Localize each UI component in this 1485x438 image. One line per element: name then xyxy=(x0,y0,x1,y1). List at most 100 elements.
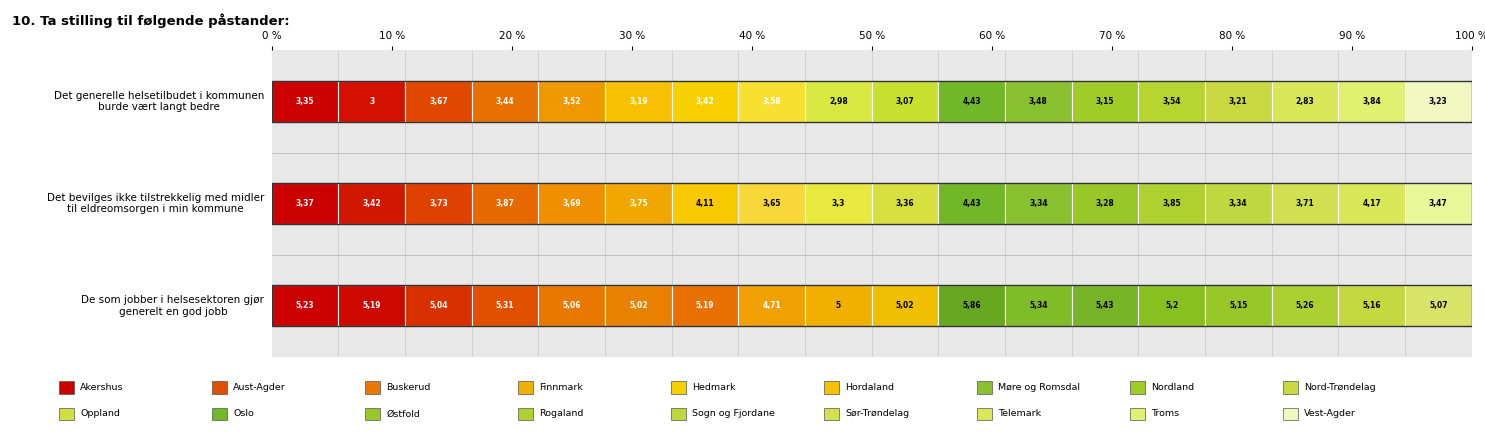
Text: 4,43: 4,43 xyxy=(962,199,982,208)
Text: 5: 5 xyxy=(836,301,841,311)
Bar xyxy=(1338,286,1405,326)
Text: 3,07: 3,07 xyxy=(895,97,915,106)
Text: 3,19: 3,19 xyxy=(630,97,647,106)
Text: 5,26: 5,26 xyxy=(1296,301,1314,311)
Bar xyxy=(405,81,472,122)
Text: Rogaland: Rogaland xyxy=(539,410,584,418)
Bar xyxy=(805,286,872,326)
Text: 5,16: 5,16 xyxy=(1362,301,1381,311)
Bar xyxy=(472,183,539,224)
Text: De som jobber i helsesektoren gjør
generelt en god jobb: De som jobber i helsesektoren gjør gener… xyxy=(82,295,264,317)
Text: 3,3: 3,3 xyxy=(832,199,845,208)
Text: Oslo: Oslo xyxy=(233,410,254,418)
Text: Nord-Trøndelag: Nord-Trøndelag xyxy=(1304,383,1375,392)
Text: 3,65: 3,65 xyxy=(762,199,781,208)
Bar xyxy=(738,183,805,224)
Text: 3,48: 3,48 xyxy=(1029,97,1048,106)
Text: 3,37: 3,37 xyxy=(296,199,315,208)
Bar xyxy=(339,286,405,326)
Text: Oppland: Oppland xyxy=(80,410,120,418)
Text: 2,98: 2,98 xyxy=(829,97,848,106)
Bar xyxy=(272,286,339,326)
Bar xyxy=(805,81,872,122)
Bar xyxy=(1139,286,1204,326)
Text: 5,34: 5,34 xyxy=(1029,301,1047,311)
Bar xyxy=(539,286,604,326)
Text: 3,84: 3,84 xyxy=(1362,97,1381,106)
Text: 5,02: 5,02 xyxy=(895,301,915,311)
Bar xyxy=(939,183,1005,224)
Bar xyxy=(539,81,604,122)
Bar xyxy=(604,81,671,122)
Bar xyxy=(872,81,939,122)
Bar xyxy=(339,81,405,122)
Bar xyxy=(939,286,1005,326)
Bar xyxy=(671,183,738,224)
Text: 3,36: 3,36 xyxy=(895,199,915,208)
Text: 4,11: 4,11 xyxy=(696,199,714,208)
Text: 4,71: 4,71 xyxy=(762,301,781,311)
Bar xyxy=(1072,183,1139,224)
Bar xyxy=(1338,81,1405,122)
Text: Akershus: Akershus xyxy=(80,383,123,392)
Bar xyxy=(1005,81,1072,122)
Text: 3,21: 3,21 xyxy=(1230,97,1247,106)
Text: 10. Ta stilling til følgende påstander:: 10. Ta stilling til følgende påstander: xyxy=(12,13,290,28)
Text: Telemark: Telemark xyxy=(998,410,1041,418)
Text: Buskerud: Buskerud xyxy=(386,383,431,392)
Text: 5,43: 5,43 xyxy=(1096,301,1114,311)
Text: Sør-Trøndelag: Sør-Trøndelag xyxy=(845,410,909,418)
Text: 3,73: 3,73 xyxy=(429,199,448,208)
Text: 3,34: 3,34 xyxy=(1029,199,1047,208)
Bar xyxy=(539,183,604,224)
Bar xyxy=(805,183,872,224)
Text: 4,43: 4,43 xyxy=(962,97,982,106)
Text: 5,23: 5,23 xyxy=(296,301,315,311)
Text: 3,42: 3,42 xyxy=(696,97,714,106)
Bar xyxy=(1005,183,1072,224)
Text: 3,69: 3,69 xyxy=(563,199,581,208)
Text: Troms: Troms xyxy=(1151,410,1179,418)
Bar xyxy=(1204,183,1271,224)
Text: 3,54: 3,54 xyxy=(1163,97,1181,106)
Text: 2,83: 2,83 xyxy=(1295,97,1314,106)
Text: 3,15: 3,15 xyxy=(1096,97,1114,106)
Text: 3,28: 3,28 xyxy=(1096,199,1114,208)
Text: Hordaland: Hordaland xyxy=(845,383,894,392)
Bar xyxy=(1271,81,1338,122)
Text: 4,17: 4,17 xyxy=(1362,199,1381,208)
Bar xyxy=(1204,286,1271,326)
Bar xyxy=(1338,183,1405,224)
Bar xyxy=(1139,183,1204,224)
Bar xyxy=(1405,286,1472,326)
Text: 3,35: 3,35 xyxy=(296,97,315,106)
Bar xyxy=(738,286,805,326)
Text: 3,52: 3,52 xyxy=(563,97,581,106)
Bar xyxy=(872,183,939,224)
Text: Nordland: Nordland xyxy=(1151,383,1194,392)
Text: 5,15: 5,15 xyxy=(1230,301,1247,311)
Bar xyxy=(1005,286,1072,326)
Text: 3,58: 3,58 xyxy=(762,97,781,106)
Bar xyxy=(272,183,339,224)
Text: 3,44: 3,44 xyxy=(496,97,514,106)
Text: 5,02: 5,02 xyxy=(630,301,647,311)
Text: 3,85: 3,85 xyxy=(1163,199,1181,208)
Bar xyxy=(472,81,539,122)
Text: Møre og Romsdal: Møre og Romsdal xyxy=(998,383,1080,392)
Bar xyxy=(405,286,472,326)
Bar xyxy=(339,183,405,224)
Bar xyxy=(671,286,738,326)
Bar xyxy=(671,81,738,122)
Text: 5,86: 5,86 xyxy=(962,301,982,311)
Bar xyxy=(1405,81,1472,122)
Text: 3,47: 3,47 xyxy=(1429,199,1448,208)
Bar xyxy=(604,286,671,326)
Bar xyxy=(272,81,1472,122)
Text: 5,19: 5,19 xyxy=(362,301,382,311)
Bar xyxy=(738,81,805,122)
Bar xyxy=(939,81,1005,122)
Text: 5,2: 5,2 xyxy=(1166,301,1178,311)
Bar xyxy=(604,183,671,224)
Bar xyxy=(272,81,339,122)
